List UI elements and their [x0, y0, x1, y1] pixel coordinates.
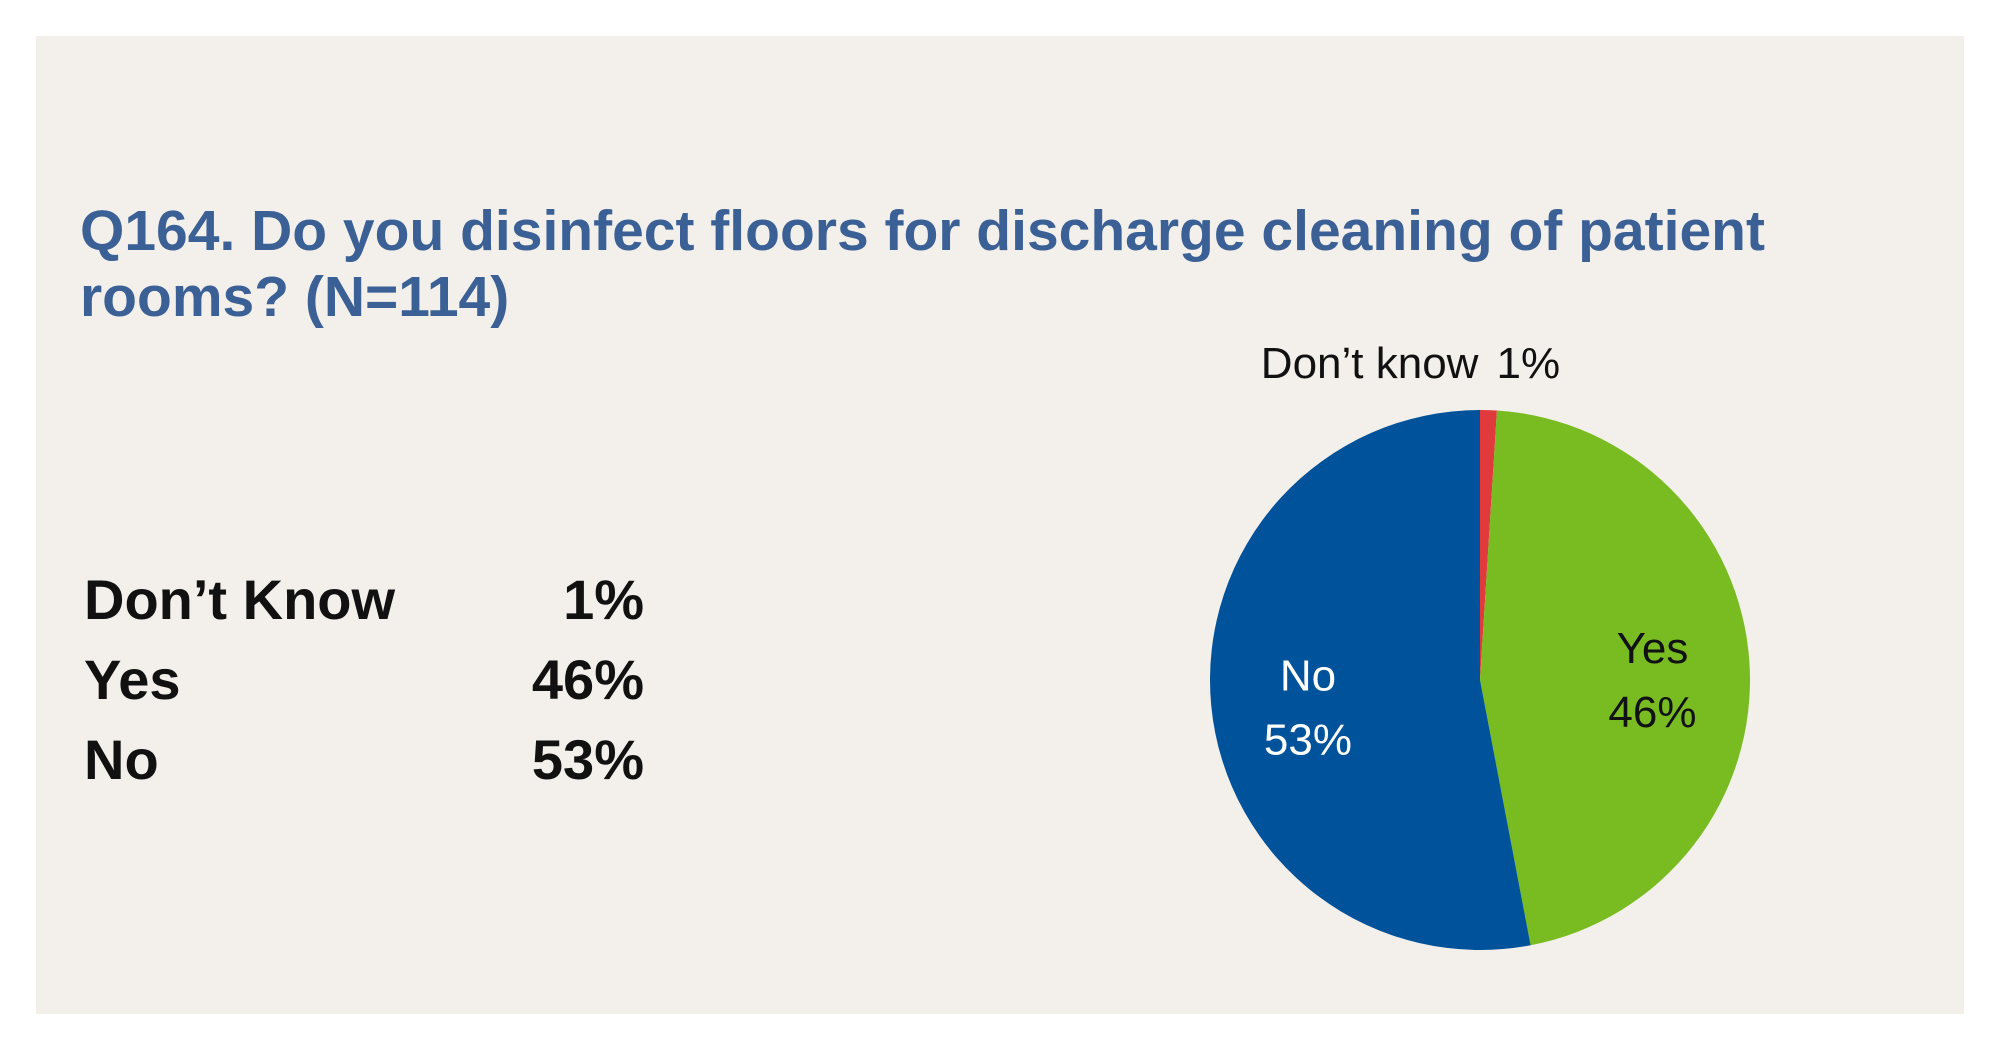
pie-slice-no — [1209, 410, 1531, 950]
pie-label-no-name: No — [1280, 651, 1336, 700]
summary-label: Yes — [84, 648, 181, 711]
summary-row-no: No 53% — [84, 725, 684, 805]
pie-slice-yes — [1480, 410, 1750, 946]
summary-row-dont-know: Don’t Know 1% — [84, 565, 684, 645]
pie-label-yes-percent: 46% — [1608, 688, 1696, 737]
pie-label-don-t-know-name: Don’t know — [1261, 339, 1479, 388]
chart-title: Q164. Do you disinfect floors for discha… — [80, 199, 1765, 329]
summary-value: 46% — [531, 648, 644, 711]
pie-label-don-t-know-percent: 1% — [1496, 339, 1560, 388]
pie-slice-don-t-know — [1480, 410, 1497, 680]
summary-value: 53% — [531, 728, 644, 791]
summary-label: Don’t Know — [84, 568, 396, 631]
summary-table: Don’t Know 1% Yes 46% No 53% — [84, 565, 684, 805]
summary-value: 1% — [563, 568, 644, 631]
summary-label: No — [84, 728, 159, 791]
pie-label-no-percent: 53% — [1264, 715, 1352, 764]
summary-row-yes: Yes 46% — [84, 645, 684, 725]
pie-label-yes-name: Yes — [1617, 624, 1689, 673]
